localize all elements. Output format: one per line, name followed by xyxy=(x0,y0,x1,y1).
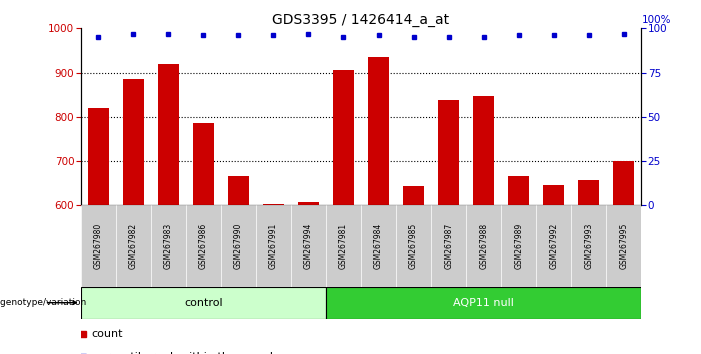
Text: GSM267989: GSM267989 xyxy=(515,223,523,269)
Text: control: control xyxy=(184,298,223,308)
Bar xyxy=(613,161,634,205)
Bar xyxy=(326,205,361,287)
Bar xyxy=(543,185,564,205)
Bar xyxy=(158,64,179,205)
Bar xyxy=(186,205,221,287)
Text: GSM267982: GSM267982 xyxy=(129,223,137,269)
Bar xyxy=(333,70,354,205)
Bar xyxy=(151,205,186,287)
Text: GSM267987: GSM267987 xyxy=(444,223,453,269)
Bar xyxy=(228,176,249,205)
Text: GSM267985: GSM267985 xyxy=(409,223,418,269)
Bar xyxy=(431,205,466,287)
Bar xyxy=(508,176,529,205)
Bar xyxy=(88,108,109,205)
Bar xyxy=(571,205,606,287)
Text: count: count xyxy=(92,329,123,339)
Text: GSM267995: GSM267995 xyxy=(620,223,628,269)
Bar xyxy=(298,202,319,205)
Text: GSM267994: GSM267994 xyxy=(304,223,313,269)
Text: GSM267988: GSM267988 xyxy=(479,223,488,269)
Bar xyxy=(81,287,326,319)
Text: GSM267980: GSM267980 xyxy=(94,223,102,269)
Text: GSM267983: GSM267983 xyxy=(164,223,172,269)
Bar xyxy=(256,205,291,287)
Bar xyxy=(81,205,116,287)
Text: GSM267990: GSM267990 xyxy=(234,223,243,269)
Bar xyxy=(123,79,144,205)
Bar xyxy=(221,205,256,287)
Text: GSM267992: GSM267992 xyxy=(550,223,558,269)
Bar xyxy=(578,180,599,205)
Text: 100%: 100% xyxy=(641,15,671,25)
Bar xyxy=(466,205,501,287)
Text: AQP11 null: AQP11 null xyxy=(454,298,514,308)
Bar xyxy=(403,186,424,205)
Text: GSM267981: GSM267981 xyxy=(339,223,348,269)
Bar xyxy=(501,205,536,287)
Bar xyxy=(396,205,431,287)
Text: GSM267991: GSM267991 xyxy=(269,223,278,269)
Bar xyxy=(368,57,389,205)
Bar xyxy=(193,122,214,205)
Bar xyxy=(326,287,641,319)
Bar xyxy=(361,205,396,287)
Bar xyxy=(291,205,326,287)
Title: GDS3395 / 1426414_a_at: GDS3395 / 1426414_a_at xyxy=(273,13,449,27)
Bar xyxy=(473,96,494,205)
Bar xyxy=(116,205,151,287)
Text: GSM267986: GSM267986 xyxy=(199,223,207,269)
Text: GSM267984: GSM267984 xyxy=(374,223,383,269)
Bar xyxy=(606,205,641,287)
Text: percentile rank within the sample: percentile rank within the sample xyxy=(92,352,280,354)
Bar xyxy=(438,100,459,205)
Text: GSM267993: GSM267993 xyxy=(585,223,593,269)
Bar xyxy=(263,204,284,205)
Text: genotype/variation: genotype/variation xyxy=(0,298,89,307)
Bar xyxy=(536,205,571,287)
